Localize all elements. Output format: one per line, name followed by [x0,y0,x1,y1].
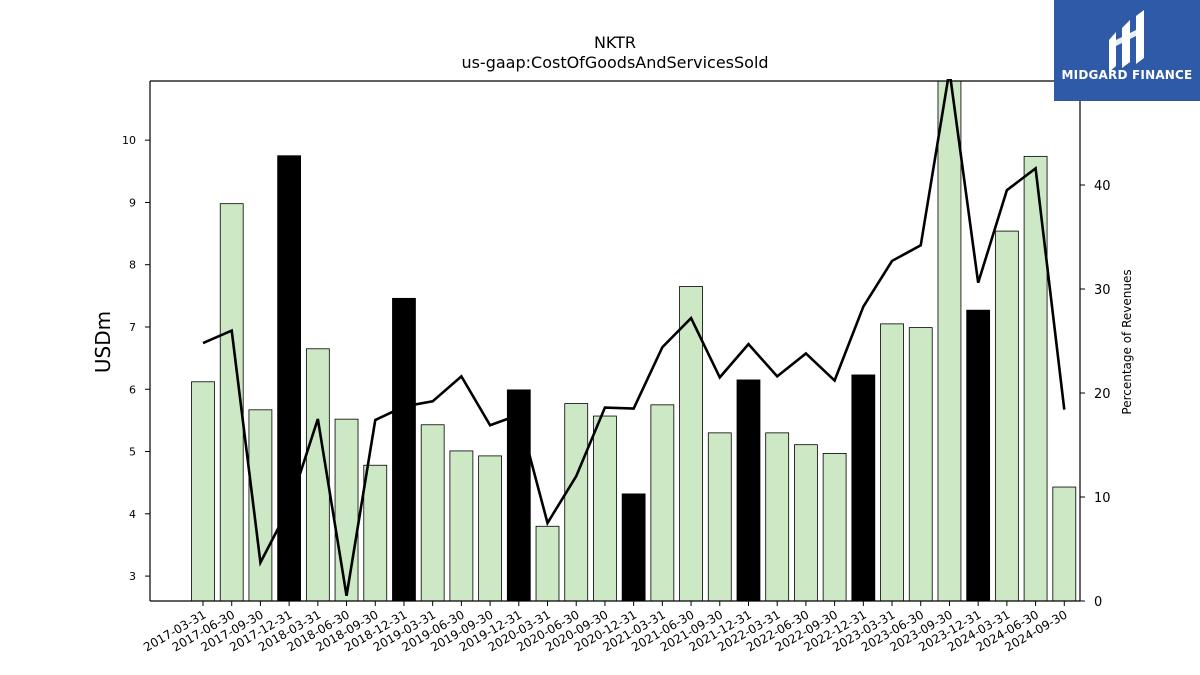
bar [707,432,732,602]
y2-tick-label: 30 [1094,283,1111,298]
bar [1052,486,1077,602]
bar [908,327,933,602]
bar [535,525,560,602]
y-tick-label: 3 [129,570,136,583]
y-tick-label: 7 [129,321,136,334]
line-series [202,79,1066,597]
bar [564,403,589,602]
bar [449,450,474,602]
bar [363,464,388,602]
bar [880,323,904,602]
bar [851,374,876,602]
y2-tick-label: 0 [1094,595,1102,610]
y-tick-label: 9 [129,196,136,209]
bar [1023,155,1048,602]
y2-axis-label: Percentage of Revenues [1120,269,1134,414]
y2-tick-label: 20 [1094,387,1111,402]
bar [650,404,675,602]
bar [736,379,761,602]
bar [277,155,302,602]
bar [191,381,215,602]
percentage-line [202,79,1066,597]
bar [392,297,416,602]
bar [420,424,445,602]
y2-tick-label: 10 [1094,491,1111,506]
bar [937,80,962,602]
y-tick-label: 6 [129,383,136,396]
bar [621,493,646,602]
chart-subtitle: us-gaap:CostOfGoodsAndServicesSold [461,53,769,72]
bar [822,453,847,602]
y-tick-label: 5 [129,446,136,459]
bar [506,389,531,602]
y2-tick-label: 40 [1094,179,1111,194]
bar [794,444,818,602]
y-axis-label: USDm [91,311,115,373]
chart-title: NKTR [593,33,637,52]
y-tick-label: 8 [129,259,136,272]
bar [478,455,502,602]
bar-series [191,80,1077,602]
brand-logo: MIDGARD FINANCE [1054,0,1200,101]
bar [334,418,359,602]
bar [966,309,991,602]
bar [765,432,790,602]
midgard-logo-icon [1109,10,1144,72]
bar [994,230,1019,602]
y-tick-label: 10 [122,134,136,147]
axes [145,80,1085,606]
brand-name: MIDGARD FINANCE [1061,68,1193,82]
y-tick-label: 4 [129,508,136,521]
bar [593,415,617,602]
